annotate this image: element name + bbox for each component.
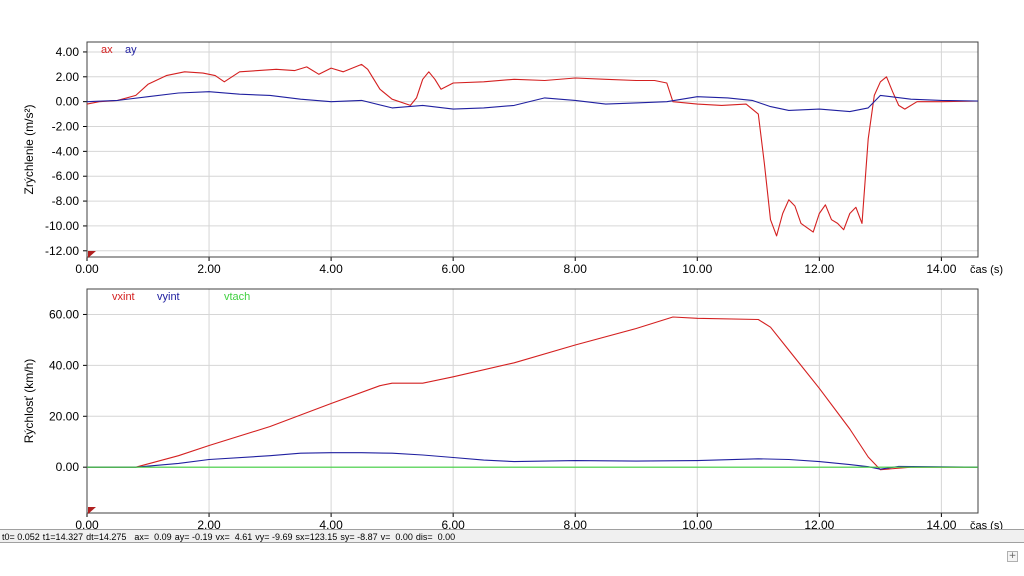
status-sy: sy= -8.87 xyxy=(340,532,378,542)
status-t0: t0= 0.052 xyxy=(2,532,40,542)
status-v: v= 0.00 xyxy=(380,532,413,542)
status-dt: dt=14.275 xyxy=(86,532,127,542)
speed-chart-tick-label-x: 6.00 xyxy=(441,518,465,529)
status-dis: dis= 0.00 xyxy=(415,532,456,542)
speed-chart-y-axis-label: Rýchlosť (km/h) xyxy=(22,359,36,444)
charts-area[interactable]: 0.00 2.00 4.00 6.00 8.00 10.00 12.00 14.00 4.00 2… xyxy=(0,0,1024,529)
speed-chart-tick-label-y: 60.00 xyxy=(49,307,79,321)
status-bar: t0= 0.052 t1=14.327 dt=14.275 ax= 0.09 ay= … xyxy=(0,529,1024,543)
accel-chart-tick-label-x: 6.00 xyxy=(441,262,465,276)
status-t1: t1=14.327 xyxy=(42,532,84,542)
accel-chart-tick-label-y: -6.00 xyxy=(52,169,80,183)
accel-chart-tick-label-x: 4.00 xyxy=(319,262,343,276)
speed-chart-tick-label-x: 12.00 xyxy=(804,518,834,529)
speed-chart-legend-vtach: vtach xyxy=(224,291,250,303)
accel-chart-tick-label-y: 4.00 xyxy=(56,45,80,59)
accel-chart-tick-label-y: -4.00 xyxy=(52,144,80,158)
speed-chart-legend-vxint: vxint xyxy=(112,291,135,303)
accel-chart-tick-label-x: 14.00 xyxy=(926,262,956,276)
speed-chart-cursor-marker-icon xyxy=(88,507,96,514)
resize-grip-icon[interactable]: + xyxy=(1007,551,1018,562)
accel-chart-legend-ax: ax xyxy=(101,44,113,56)
accel-chart-cursor-marker-icon xyxy=(88,251,96,258)
status-sx: sx=123.15 xyxy=(295,532,338,542)
speed-chart-plot-frame xyxy=(86,288,979,514)
speed-chart-tick-label-x: 10.00 xyxy=(682,518,712,529)
accel-chart-tick-label-x: 12.00 xyxy=(804,262,834,276)
accel-chart-tick-label-y: -10.00 xyxy=(45,219,79,233)
status-vy: vy= -9.69 xyxy=(255,532,293,542)
accel-chart-y-axis-label: Zrýchlenie (m/s²) xyxy=(22,104,36,194)
status-vx: vx= 4.61 xyxy=(215,532,253,542)
speed-chart-tick-label-x: 14.00 xyxy=(926,518,956,529)
accel-chart-legend-ay: ay xyxy=(125,44,137,56)
accel-chart-x-axis-label: čas (s) xyxy=(970,264,1003,276)
accel-chart-tick-label-y: -2.00 xyxy=(52,120,80,134)
accel-chart-tick-label-x: 10.00 xyxy=(682,262,712,276)
speed-chart-tick-label-y: 20.00 xyxy=(49,409,79,423)
status-ay: ay= -0.19 xyxy=(174,532,213,542)
accel-chart-tick-label-y: 0.00 xyxy=(56,95,80,109)
accel-chart-tick-label-x: 2.00 xyxy=(197,262,221,276)
accel-chart-plot-frame xyxy=(86,41,979,258)
accel-chart-series-line-ax xyxy=(86,63,979,237)
speed-chart-series-line-vxint xyxy=(87,316,978,471)
accel-chart-tick-label-x: 0.00 xyxy=(75,262,99,276)
speed-chart-tick-label-x: 0.00 xyxy=(75,518,99,529)
accel-chart-tick-label-y: -8.00 xyxy=(52,194,80,208)
speed-chart-tick-label-x: 4.00 xyxy=(319,518,343,529)
speed-chart-x-axis-label: čas (s) xyxy=(970,520,1003,529)
accel-chart-tick-label-x: 8.00 xyxy=(564,262,588,276)
accel-chart-tick-label-y: 2.00 xyxy=(56,70,80,84)
status-ax: ax= 0.09 xyxy=(134,532,172,542)
speed-chart-tick-label-x: 8.00 xyxy=(564,518,588,529)
speed-chart-tick-label-y: 40.00 xyxy=(49,358,79,372)
speed-chart-series-line-vyint xyxy=(87,452,979,470)
accel-chart-series-line-ay xyxy=(86,91,979,113)
accel-chart-tick-label-y: -12.00 xyxy=(45,244,79,258)
speed-chart-legend-vyint: vyint xyxy=(157,291,180,303)
speed-chart-tick-label-x: 2.00 xyxy=(197,518,221,529)
speed-chart-tick-label-y: 0.00 xyxy=(56,460,80,474)
